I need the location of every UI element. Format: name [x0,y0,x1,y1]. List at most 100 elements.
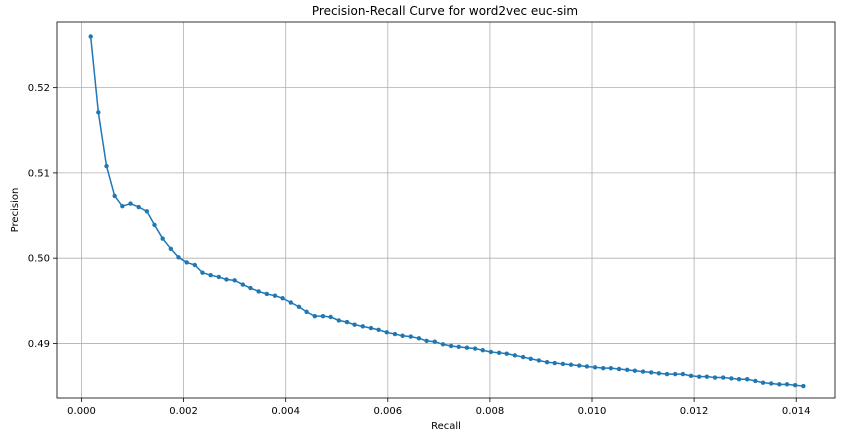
data-point [136,204,141,210]
data-point [456,344,461,350]
data-point [200,270,205,275]
data-point [368,325,374,331]
data-point [673,371,678,377]
data-point [729,376,734,381]
data-point [520,354,526,360]
data-point [536,358,542,363]
y-axis-label: Precision [10,188,21,233]
data-point [208,273,213,278]
data-point [328,314,333,320]
x-tick-label: 0.010 [578,406,607,417]
data-point [688,373,694,379]
data-point [304,309,309,315]
data-point [296,304,302,309]
data-point [416,336,422,341]
x-tick-label: 0.012 [680,406,709,417]
data-point [88,34,93,39]
data-point [632,368,638,373]
plot-frame [56,21,836,399]
data-point [408,334,413,339]
data-point [544,359,550,365]
axis-ticks: 0.000 0.002 0.004 0.006 0.008 0.010 0.012 0.014… [28,83,811,417]
x-tick-label: 0.000 [67,406,96,417]
data-point [424,338,429,344]
data-point [625,367,630,373]
x-tick-label: 0.008 [476,406,505,417]
data-point [704,374,710,379]
data-point [320,313,326,319]
data-point [640,369,646,374]
data-point [616,366,622,372]
data-series [88,34,806,389]
data-point [344,319,350,325]
x-axis-label: Recall [431,421,461,432]
data-point [432,339,437,344]
data-point [552,360,557,366]
data-point [512,353,518,358]
y-tick-label: 0.50 [28,254,50,265]
data-point [128,201,133,206]
data-point [264,291,270,297]
data-point [697,374,702,379]
data-point [768,381,774,386]
data-point [472,346,478,351]
x-tick-label: 0.006 [373,406,402,417]
data-point [568,362,574,367]
y-tick-label: 0.49 [28,339,50,350]
data-point [104,163,109,169]
data-point [440,342,446,347]
data-point [336,318,341,323]
data-point [384,330,389,335]
data-point [240,282,246,287]
data-point [112,193,117,199]
data-point [721,375,726,380]
grid [57,22,835,398]
data-point [784,382,790,387]
data-point [712,375,718,380]
y-tick-label: 0.51 [28,168,50,179]
data-point [744,377,750,382]
data-point [256,289,261,294]
data-point [560,361,566,367]
data-point [504,351,509,356]
data-point [176,255,181,260]
data-point [120,203,125,209]
data-point [760,380,766,385]
data-point [400,333,405,338]
data-point [96,110,101,115]
data-point [664,371,670,377]
data-point [248,285,253,291]
data-point [488,349,494,355]
data-point [288,300,294,305]
data-point [496,350,502,356]
data-point [392,331,398,337]
data-point [601,365,606,371]
data-point [168,246,174,251]
data-point [192,262,198,268]
data-point [216,274,222,280]
x-tick-label: 0.004 [271,406,300,417]
data-point [736,377,742,382]
data-point [577,363,582,368]
x-tick-label: 0.002 [169,406,198,417]
data-point [280,296,285,301]
data-point [480,348,485,353]
data-point [184,260,189,265]
data-point [360,324,365,329]
data-point [656,371,662,376]
data-point [160,236,165,241]
data-point [608,365,614,371]
data-point [592,365,598,370]
data-point [352,322,357,327]
data-point [649,370,654,375]
data-point [232,278,237,283]
data-point [584,364,590,369]
data-point [680,371,686,377]
data-point [144,209,150,214]
chart-title: Precision-Recall Curve for word2vec euc-… [312,4,578,18]
data-point [464,345,470,350]
data-point [224,277,229,282]
series-line [89,36,804,387]
